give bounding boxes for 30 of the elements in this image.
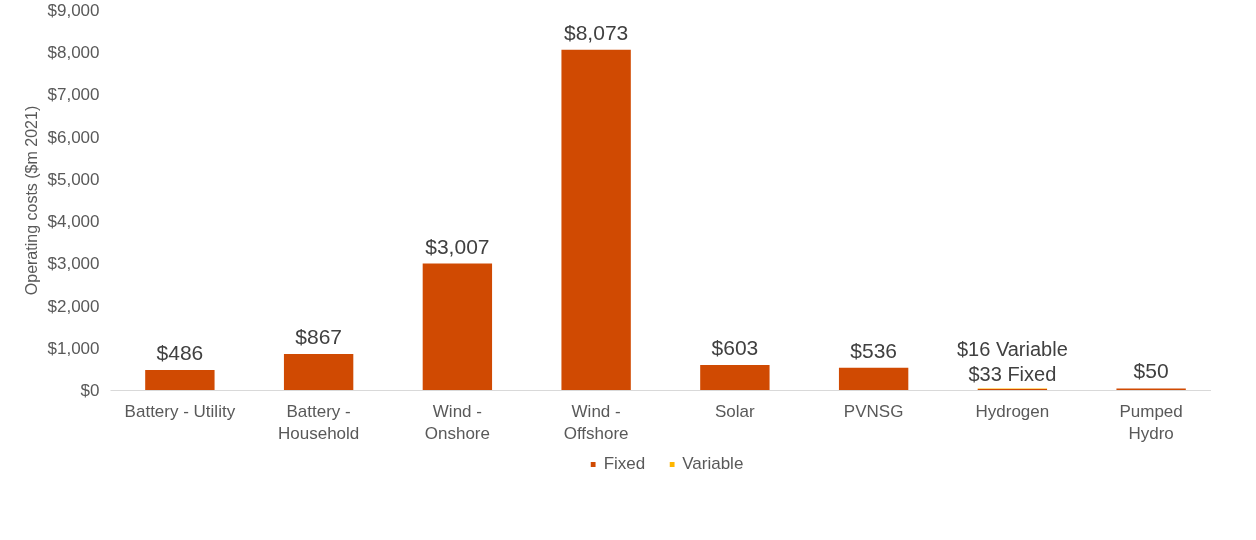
y-tick-label: $0 bbox=[80, 381, 100, 400]
x-tick-label: Wind - Offshore bbox=[563, 401, 629, 444]
x-tick-label: Solar bbox=[715, 401, 756, 421]
annotation: $16 Variable bbox=[956, 338, 1068, 361]
total-label: $536 bbox=[850, 338, 897, 362]
y-tick-label: $3,000 bbox=[47, 254, 100, 274]
legend-label: Variable bbox=[682, 454, 744, 474]
y-tick-label: $5,000 bbox=[47, 169, 100, 189]
x-tick-label: Wind - Onshore bbox=[424, 401, 490, 444]
x-tick-label: Pumped Hydro bbox=[1119, 401, 1183, 444]
y-axis-title: Operating costs ($m 2021) bbox=[22, 105, 40, 296]
y-tick-label: $7,000 bbox=[47, 85, 100, 105]
x-tick-label: PVNSG bbox=[843, 401, 904, 421]
y-tick-label: $8,000 bbox=[47, 43, 100, 63]
x-tick-label: Hydrogen bbox=[975, 401, 1050, 421]
total-label: $8,073 bbox=[564, 20, 629, 44]
y-tick-label: $1,000 bbox=[47, 338, 100, 358]
x-tick-label: Battery - Utility bbox=[124, 401, 236, 421]
total-label: $603 bbox=[711, 336, 759, 360]
y-tick-label: $6,000 bbox=[47, 127, 100, 147]
y-tick-label: $4,000 bbox=[47, 212, 100, 232]
total-label: $486 bbox=[156, 340, 204, 364]
total-label: $3,007 bbox=[425, 234, 490, 258]
annotation: $33 Fixed bbox=[968, 363, 1057, 386]
total-label: $50 bbox=[1133, 359, 1169, 383]
y-tick-label: $2,000 bbox=[47, 296, 100, 316]
y-tick-label: $9,000 bbox=[47, 1, 100, 20]
legend-label: Fixed bbox=[603, 454, 646, 474]
total-label: $867 bbox=[295, 324, 342, 348]
x-tick-label: Battery - Household bbox=[277, 401, 360, 444]
